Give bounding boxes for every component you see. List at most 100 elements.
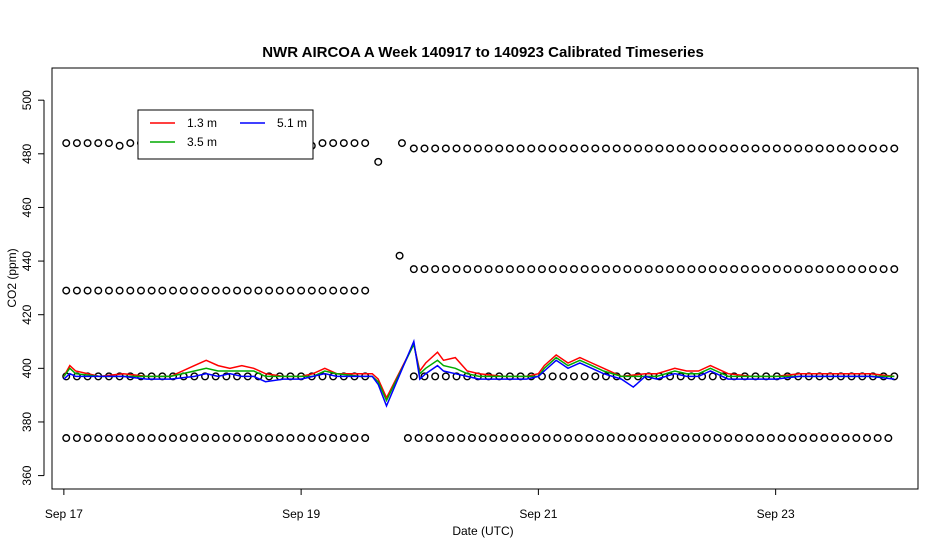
data-point-high: [858, 144, 867, 153]
data-point-mid: [115, 286, 124, 295]
data-point-high: [318, 139, 327, 148]
data-point-mid: [104, 286, 113, 295]
data-point-mid: [361, 286, 370, 295]
data-point-ambient: [591, 372, 600, 381]
data-point-mid: [591, 265, 600, 274]
data-point-low: [884, 434, 893, 443]
data-point-ambient: [409, 372, 418, 381]
data-point-high: [815, 144, 824, 153]
data-point-low: [724, 434, 733, 443]
data-point-mid: [804, 265, 813, 274]
data-point-mid: [783, 265, 792, 274]
data-point-high: [115, 141, 124, 150]
data-point-high: [580, 144, 589, 153]
data-point-high: [890, 144, 899, 153]
data-point-mid: [580, 265, 589, 274]
data-point-low: [275, 434, 284, 443]
data-point-mid: [890, 265, 899, 274]
data-point-mid: [286, 286, 295, 295]
data-point-high: [452, 144, 461, 153]
data-point-low: [670, 434, 679, 443]
data-point-mid: [254, 286, 263, 295]
data-point-high: [826, 144, 835, 153]
data-point-high: [361, 139, 370, 148]
data-point-high: [350, 139, 359, 148]
data-point-high: [484, 144, 493, 153]
data-point-low: [499, 434, 508, 443]
data-point-mid: [463, 265, 472, 274]
data-point-high: [339, 139, 348, 148]
data-point-mid: [62, 286, 71, 295]
data-point-mid: [516, 265, 525, 274]
data-point-low: [190, 434, 199, 443]
y-tick-label: 460: [20, 197, 34, 217]
data-point-low: [617, 434, 626, 443]
y-axis: 360 380 400 420 440 460 480 500: [20, 90, 45, 486]
data-point-low: [201, 434, 210, 443]
data-point-mid: [350, 286, 359, 295]
data-point-high: [666, 144, 675, 153]
data-point-high: [441, 144, 450, 153]
data-point-ambient: [569, 372, 578, 381]
data-point-high: [836, 144, 845, 153]
data-point-mid: [815, 265, 824, 274]
data-point-high: [94, 139, 103, 148]
data-point-low: [94, 434, 103, 443]
data-point-low: [756, 434, 765, 443]
data-point-low: [734, 434, 743, 443]
data-point-low: [553, 434, 562, 443]
y-tick-label: 400: [20, 358, 34, 378]
data-point-mid: [495, 265, 504, 274]
data-point-low: [265, 434, 274, 443]
data-point-low: [361, 434, 370, 443]
data-point-low: [243, 434, 252, 443]
data-point-mid: [339, 286, 348, 295]
data-point-low: [596, 434, 605, 443]
data-point-mid: [243, 286, 252, 295]
data-point-high: [634, 144, 643, 153]
legend-label: 1.3 m: [187, 116, 217, 130]
data-point-mid: [265, 286, 274, 295]
data-point-low: [403, 434, 412, 443]
data-point-low: [233, 434, 242, 443]
data-point-high: [473, 144, 482, 153]
data-point-mid: [730, 265, 739, 274]
data-point-mid: [569, 265, 578, 274]
data-point-low: [457, 434, 466, 443]
data-point-low: [873, 434, 882, 443]
data-point-low: [841, 434, 850, 443]
data-point-mid: [409, 265, 418, 274]
data-point-mid: [431, 265, 440, 274]
data-point-high: [537, 144, 546, 153]
data-point-ambient: [452, 372, 461, 381]
data-point-high: [751, 144, 760, 153]
data-point-high: [62, 139, 71, 148]
x-axis: Sep 17 Sep 19 Sep 21 Sep 23: [45, 488, 795, 521]
data-point-low: [478, 434, 487, 443]
data-point-high: [559, 144, 568, 153]
data-point-low: [681, 434, 690, 443]
data-point-mid: [868, 265, 877, 274]
data-point-low: [83, 434, 92, 443]
data-point-mid: [666, 265, 675, 274]
data-point-low: [788, 434, 797, 443]
data-point-mid: [602, 265, 611, 274]
legend: 1.3 m 5.1 m 3.5 m: [137, 109, 314, 160]
data-point-low: [147, 434, 156, 443]
y-tick-label: 440: [20, 251, 34, 271]
data-point-mid: [548, 265, 557, 274]
data-point-ambient: [318, 372, 327, 381]
data-point-mid: [329, 286, 338, 295]
y-tick-label: 500: [20, 90, 34, 110]
data-point-low: [307, 434, 316, 443]
data-point-high: [374, 157, 383, 166]
data-point-mid: [179, 286, 188, 295]
data-point-high: [72, 139, 81, 148]
data-point-low: [862, 434, 871, 443]
data-point-low: [777, 434, 786, 443]
data-point-low: [692, 434, 701, 443]
data-point-low: [329, 434, 338, 443]
data-point-mid: [452, 265, 461, 274]
data-point-ambient: [708, 372, 717, 381]
data-point-high: [868, 144, 877, 153]
